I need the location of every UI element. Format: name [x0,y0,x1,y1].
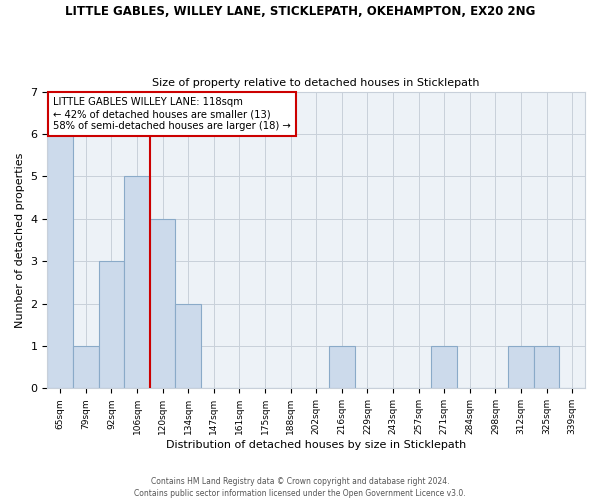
Bar [508,346,534,389]
Bar [534,346,559,389]
Bar [175,304,201,388]
Title: Size of property relative to detached houses in Sticklepath: Size of property relative to detached ho… [152,78,480,88]
Text: LITTLE GABLES, WILLEY LANE, STICKLEPATH, OKEHAMPTON, EX20 2NG: LITTLE GABLES, WILLEY LANE, STICKLEPATH,… [65,5,535,18]
Bar [329,346,355,389]
Bar [73,346,98,389]
Bar [431,346,457,389]
Bar [98,261,124,388]
Text: Contains HM Land Registry data © Crown copyright and database right 2024.
Contai: Contains HM Land Registry data © Crown c… [134,476,466,498]
Y-axis label: Number of detached properties: Number of detached properties [15,152,25,328]
Bar [150,219,175,388]
Bar [47,134,73,388]
X-axis label: Distribution of detached houses by size in Sticklepath: Distribution of detached houses by size … [166,440,466,450]
Text: LITTLE GABLES WILLEY LANE: 118sqm
← 42% of detached houses are smaller (13)
58% : LITTLE GABLES WILLEY LANE: 118sqm ← 42% … [53,98,290,130]
Bar [124,176,150,388]
